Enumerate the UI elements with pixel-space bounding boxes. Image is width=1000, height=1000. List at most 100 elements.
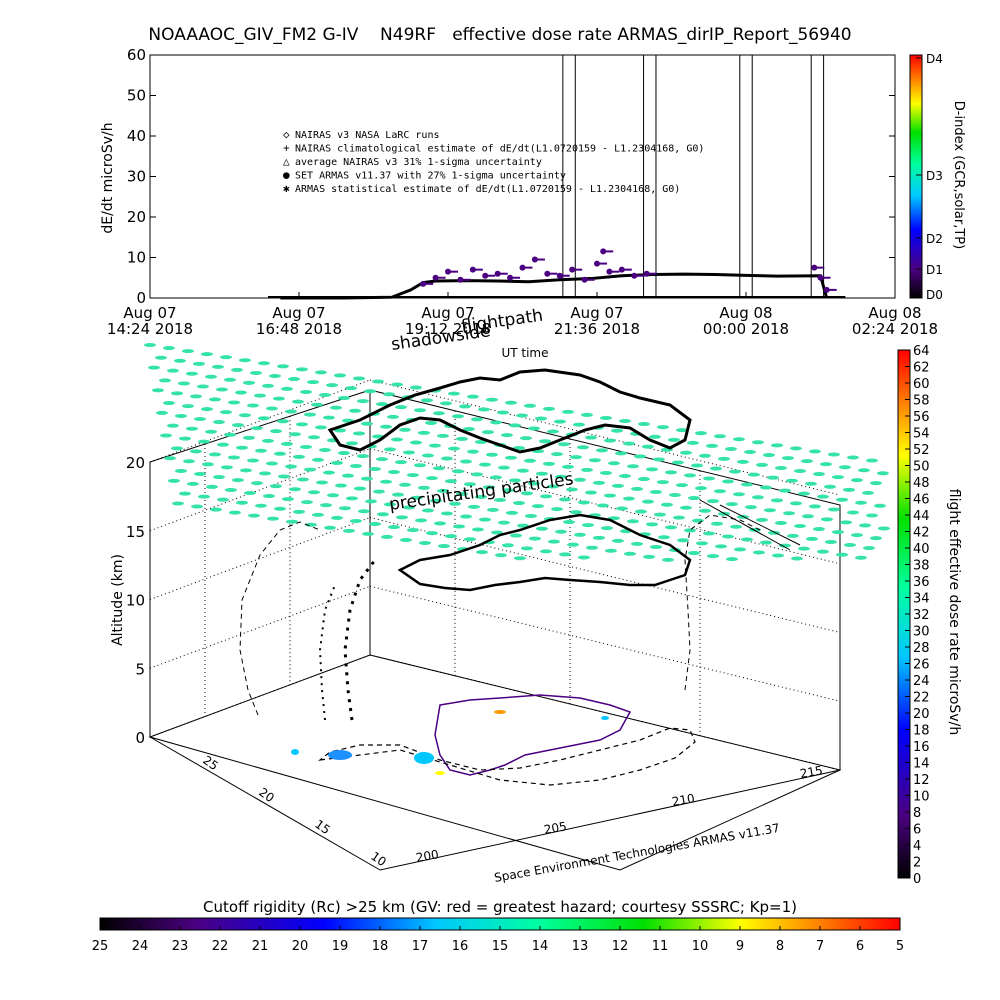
dose-rate-cell [304, 412, 316, 417]
dose-rate-cell [220, 355, 232, 360]
cutoff-rigidity-tick-label: 21 [252, 939, 269, 954]
dose-rate-colorbar-tick-label: 32 [913, 608, 930, 623]
dose-rate-cell [543, 406, 555, 411]
dose-rate-cell [164, 456, 176, 461]
dose-rate-cell [174, 358, 186, 363]
dose-rate-cell [574, 477, 586, 482]
cutoff-rigidity-tick-label: 25 [92, 939, 109, 954]
top-x-tick-label-time: 00:00 2018 [703, 320, 789, 338]
dose-rate-cell [775, 520, 787, 525]
dose-rate-cell [411, 495, 423, 500]
dose-rate-cell [319, 448, 331, 452]
dose-rate-cell [809, 449, 821, 454]
dose-rate-cell [248, 513, 260, 518]
dose-rate-cell [562, 464, 574, 469]
dose-rate-cell [520, 436, 532, 441]
dose-rate-cell [486, 452, 498, 457]
dose-rate-cell [334, 373, 346, 378]
dose-rate-colorbar-tick-label: 62 [913, 361, 930, 376]
dose-rate-cell [578, 500, 590, 505]
box-gridline [369, 379, 841, 496]
armas-series-point [600, 248, 607, 255]
top-x-tick-label-date: Aug 08 [868, 304, 921, 322]
dose-rate-cell [706, 443, 718, 448]
altitude-axis-label: Altitude (km) [110, 554, 126, 646]
cutoff-rigidity-tick-label: 24 [132, 939, 149, 954]
dose-rate-cell [468, 504, 480, 509]
dose-rate-cell [251, 481, 263, 486]
dose-rate-colorbar-tick-label: 24 [913, 674, 930, 689]
dose-rate-cell [160, 433, 172, 438]
dose-rate-cell [407, 528, 419, 533]
dose-rate-cell [229, 510, 241, 515]
dose-rate-cell [547, 484, 559, 489]
dose-rate-cell [699, 453, 711, 458]
dose-rate-cell [495, 553, 507, 558]
dose-rate-cell [786, 478, 798, 483]
dose-rate-cell [877, 471, 889, 476]
dose-rate-cell [657, 425, 669, 430]
dose-rate-cell [354, 486, 366, 491]
dose-rate-cell [349, 408, 361, 413]
dose-rate-cell [574, 532, 586, 537]
dose-rate-cell [460, 459, 472, 464]
dose-rate-cell [361, 476, 373, 481]
armas-series-point [823, 286, 830, 293]
dose-rate-cell [787, 533, 799, 538]
dose-rate-cell [627, 519, 639, 524]
armas-series-point [482, 272, 489, 279]
dose-rate-colorbar-tick-label: 6 [913, 823, 921, 838]
dose-rate-cell [380, 479, 392, 484]
dose-rate-cell [377, 512, 389, 517]
dose-rate-cell [718, 456, 730, 461]
top-x-tick-label-date: Aug 07 [272, 304, 325, 322]
dose-rate-cell [612, 483, 624, 488]
dose-rate-cell [851, 478, 863, 483]
dose-rate-cell [486, 397, 498, 402]
dose-rate-cell [825, 539, 837, 544]
dose-rate-cell [236, 500, 248, 505]
dose-rate-cell [839, 465, 851, 470]
dose-rate-colorbar-tick-label: 2 [913, 856, 921, 871]
dose-rate-cell [312, 457, 324, 462]
top-x-tick-label-time: 02:24 2018 [852, 320, 938, 338]
dose-rate-cell [178, 381, 190, 386]
dose-rate-cell [478, 407, 490, 412]
dose-rate-cell [187, 481, 199, 486]
dose-rate-cell [654, 512, 666, 517]
dose-rate-colorbar-tick-label: 42 [913, 526, 930, 541]
dose-rate-cell [497, 410, 509, 415]
dose-rate-cell [194, 417, 206, 421]
dose-rate-cell [809, 504, 821, 509]
dose-rate-cell [437, 433, 449, 438]
dose-rate-cell [794, 469, 806, 473]
dose-rate-cell [577, 445, 589, 450]
dose-rate-cell [163, 346, 175, 351]
d-index-label: D-index (GCR,solar,TP) [951, 101, 966, 249]
dose-rate-cell [642, 499, 654, 504]
dose-rate-colorbar-tick-label: 28 [913, 641, 930, 656]
armas-series-point [581, 276, 588, 283]
dose-rate-cell [289, 487, 301, 492]
dose-rate-cell [201, 352, 213, 357]
dose-rate-cell [369, 467, 381, 471]
dose-rate-cell [753, 550, 765, 555]
dose-rate-cell [502, 488, 514, 493]
dose-rate-cell [540, 549, 552, 554]
armas-series-point [432, 274, 439, 281]
top-y-tick-label: 30 [127, 168, 146, 186]
dose-rate-cell [635, 509, 647, 514]
dose-rate-cell [627, 464, 639, 469]
dose-rate-cell [300, 389, 312, 394]
dose-rate-cell [373, 489, 385, 494]
dose-rate-cell [247, 403, 259, 408]
dose-rate-cell [224, 377, 236, 382]
dose-rate-cell [307, 380, 319, 385]
upper-track-edge [699, 499, 791, 551]
dose-rate-cell [597, 503, 609, 508]
top-series-marks [267, 248, 846, 300]
dose-rate-cell [191, 504, 203, 509]
dose-rate-cell [210, 507, 222, 512]
dose-rate-cell [358, 509, 370, 514]
